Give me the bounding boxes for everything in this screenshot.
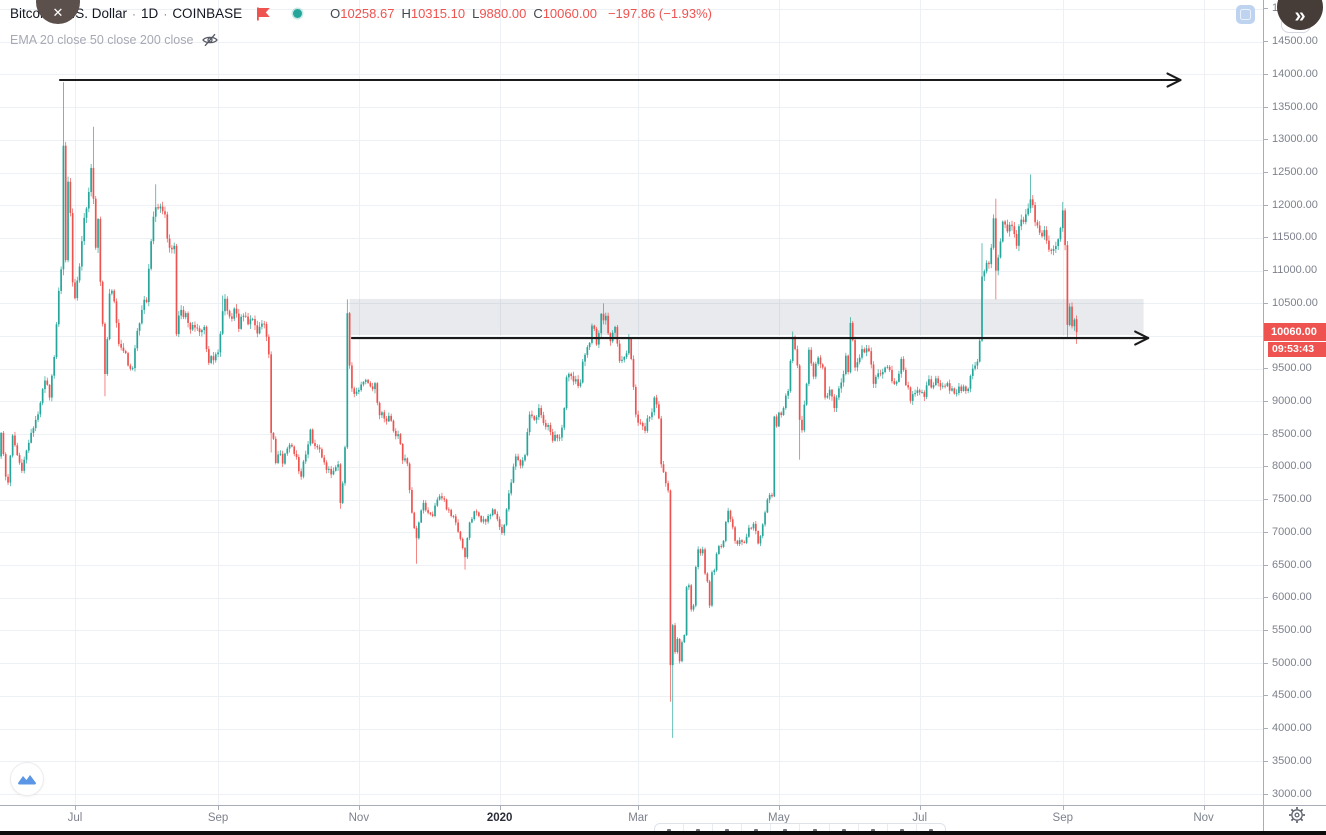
time-tick-mark [499, 806, 501, 810]
data-status-dot-icon[interactable] [293, 9, 303, 18]
price-tick-mark [1264, 270, 1268, 272]
price-tick-label: 13500.00 [1272, 100, 1318, 113]
axis-corner-divider [1263, 805, 1264, 832]
mountains-icon [18, 775, 36, 785]
settings-button[interactable] [1288, 806, 1306, 824]
gear-icon [1289, 807, 1305, 823]
price-axis[interactable]: 10060.00 09:53:43 15000.0014500.0014000.… [1263, 0, 1326, 805]
ohlc-item: C10060.00 [533, 6, 597, 21]
time-tick-mark [218, 806, 220, 810]
price-tick-mark [1264, 237, 1268, 239]
price-tick-mark [1264, 73, 1268, 75]
fast-forward-icon: » [1294, 5, 1306, 27]
time-tick-label: Mar [628, 812, 649, 824]
time-tick-label: Sep [207, 812, 229, 824]
price-tick-mark [1264, 172, 1268, 173]
price-tick-label: 6500.00 [1272, 558, 1312, 571]
price-tick-label: 14000.00 [1272, 67, 1318, 80]
time-tick-mark [638, 806, 640, 810]
price-tick-mark [1264, 531, 1268, 533]
price-tick-mark [1264, 400, 1268, 402]
separator-dot: · [163, 6, 168, 21]
price-tick-mark [1264, 728, 1268, 730]
price-tick-mark [1264, 302, 1268, 304]
price-tick-mark [1264, 139, 1268, 141]
time-tick-mark [1062, 806, 1064, 810]
time-tick-mark [919, 806, 921, 810]
flag-icon[interactable] [256, 7, 271, 21]
price-tick-label: 5000.00 [1272, 656, 1312, 669]
ohlc-item: H10315.10 [401, 6, 466, 21]
time-tick-label: Jul [912, 812, 928, 824]
price-tick-mark [1264, 433, 1268, 435]
candlestick-chart[interactable] [0, 0, 1263, 805]
price-tick-mark [1264, 760, 1268, 762]
price-tick-mark [1264, 204, 1268, 206]
time-tick-label: Nov [348, 812, 370, 824]
price-tick-label: 12000.00 [1272, 198, 1318, 211]
price-tick-label: 11000.00 [1272, 264, 1318, 277]
price-tick-mark [1264, 793, 1268, 795]
price-tick-label: 4500.00 [1272, 689, 1312, 702]
price-tick-label: 14500.00 [1272, 35, 1318, 48]
chart-legend: Bitcoin / U.S. Dollar · 1D · COINBASE O1… [10, 6, 712, 47]
price-tick-label: 10500.00 [1272, 296, 1318, 309]
price-tick-mark [1264, 106, 1268, 108]
last-price-label: 10060.00 [1264, 323, 1326, 342]
time-tick-label: Jul [67, 812, 83, 824]
interval-label[interactable]: 1D [141, 6, 159, 21]
price-tick-label: 7000.00 [1272, 525, 1312, 538]
ohlc-item: L9880.00 [472, 6, 527, 21]
time-tick-label: Nov [1193, 812, 1214, 824]
time-tick-mark [74, 806, 76, 810]
bar-countdown-timer: 09:53:43 [1268, 342, 1326, 358]
time-tick-mark [358, 806, 360, 810]
price-tick-mark [1264, 695, 1268, 697]
time-tick-mark [1203, 806, 1205, 810]
price-tick-label: 3500.00 [1272, 754, 1312, 767]
price-tick-label: 12500.00 [1272, 166, 1318, 178]
price-tick-mark [1264, 466, 1268, 468]
price-tick-label: 8000.00 [1272, 460, 1312, 473]
time-tick-mark [778, 806, 780, 810]
screenshot-button[interactable] [1236, 5, 1255, 24]
price-tick-mark [1264, 368, 1268, 370]
bottom-edge-bar [0, 831, 1326, 835]
price-tick-label: 7500.00 [1272, 493, 1312, 506]
time-axis[interactable]: Jul Sep Nov 2020 Mar May Jul Sep Nov [0, 805, 1326, 831]
ohlc-values: O10258.67 H10315.10 L9880.00 C10060.00 [330, 6, 604, 21]
price-tick-label: 9000.00 [1272, 394, 1312, 407]
price-tick-label: 8500.00 [1272, 427, 1312, 440]
price-tick-label: 13000.00 [1272, 133, 1318, 146]
indicator-label[interactable]: EMA 20 close 50 close 200 close [10, 33, 194, 47]
price-tick-mark [1264, 629, 1268, 631]
price-tick-label: 3000.00 [1272, 787, 1312, 800]
indicator-row: EMA 20 close 50 close 200 close [10, 33, 712, 47]
separator-dot: · [132, 6, 137, 21]
time-tick-label: Sep [1052, 812, 1074, 824]
price-tick-label: 4000.00 [1272, 722, 1312, 735]
price-tick-label: 5500.00 [1272, 623, 1312, 636]
symbol-header-row: Bitcoin / U.S. Dollar · 1D · COINBASE O1… [10, 6, 712, 21]
camera-icon [1240, 9, 1251, 20]
exchange-label[interactable]: COINBASE [172, 6, 243, 21]
price-change: −197.86 (−1.93%) [607, 6, 713, 21]
eye-slash-icon[interactable] [202, 33, 219, 47]
price-tick-mark [1264, 8, 1268, 10]
price-tick-mark [1264, 597, 1268, 599]
time-tick-label: May [768, 812, 790, 824]
price-tick-mark [1264, 662, 1268, 664]
logo-button[interactable] [10, 762, 44, 796]
price-tick-mark [1264, 564, 1268, 566]
price-tick-mark [1264, 41, 1268, 43]
price-tick-label: 9500.00 [1272, 362, 1312, 375]
price-tick-label: 6000.00 [1272, 591, 1312, 604]
price-tick-label: 11500.00 [1272, 231, 1318, 244]
x-icon: ✕ [52, 5, 64, 20]
time-tick-label: 2020 [486, 812, 513, 824]
ohlc-item: O10258.67 [330, 6, 395, 21]
price-tick-mark [1264, 499, 1268, 501]
